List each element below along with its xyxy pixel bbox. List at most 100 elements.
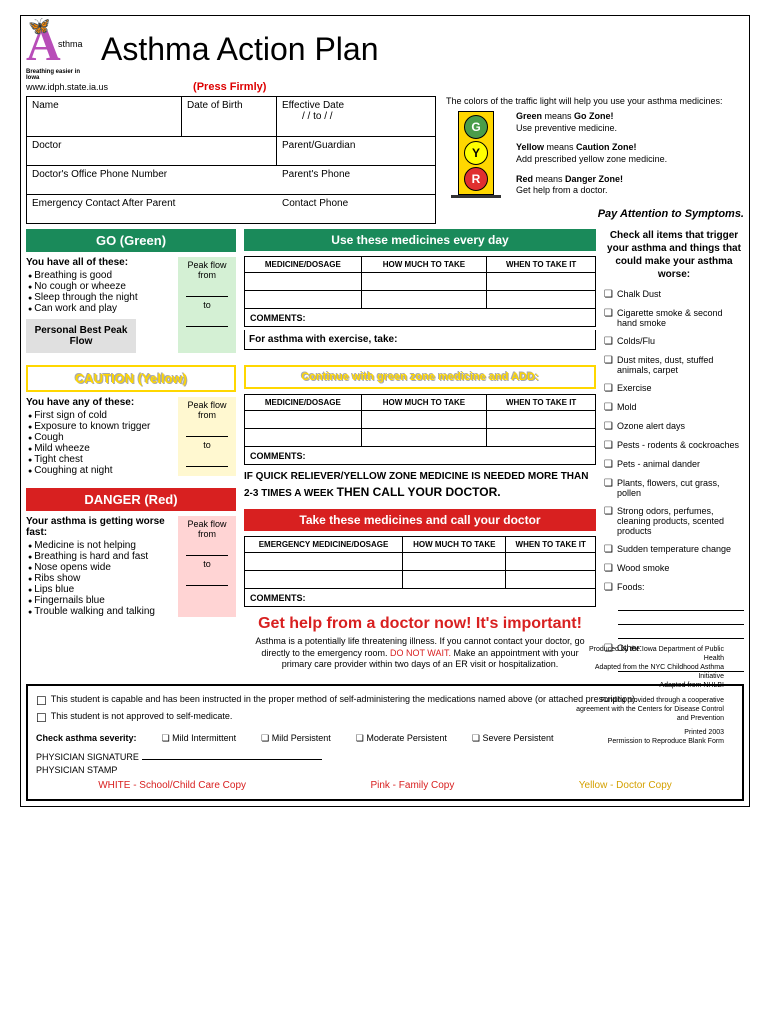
stamp-row: PHYSICIAN STAMP	[36, 765, 734, 775]
effective-format: / / to / /	[282, 111, 333, 122]
symptom-item: Coughing at night	[28, 465, 173, 476]
trigger-checkbox[interactable]: Exercise	[604, 383, 744, 394]
green-med-header: Use these medicines every day	[244, 229, 596, 251]
yellow-light: Y	[464, 141, 488, 165]
red-light: R	[464, 167, 488, 191]
trigger-checkbox[interactable]: Dust mites, dust, stuffed animals, carpe…	[604, 355, 744, 375]
severity-option[interactable]: Mild Intermittent	[162, 733, 237, 744]
trigger-checkbox[interactable]: Ozone alert days	[604, 421, 744, 432]
parent-phone-field[interactable]: Parent's Phone	[277, 166, 435, 194]
severity-option[interactable]: Mild Persistent	[261, 733, 331, 744]
symptom-item: Tight chest	[28, 454, 173, 465]
triggers-title: Check all items that trigger your asthma…	[604, 229, 744, 281]
yellow-zone-header: CAUTION (Yellow)	[26, 365, 236, 392]
trigger-checkbox[interactable]: Pests - rodents & cockroaches	[604, 440, 744, 451]
white-copy-label: WHITE - School/Child Care Copy	[98, 780, 246, 791]
yellow-symptoms: You have any of these: First sign of col…	[26, 397, 173, 476]
red-peak-box[interactable]: Peak flow from to	[178, 516, 236, 617]
zone-descriptions: Green means Go Zone!Use preventive medic…	[516, 111, 744, 205]
emergency-field[interactable]: Emergency Contact After Parent	[27, 195, 277, 223]
red-med-table[interactable]: EMERGENCY MEDICINE/DOSAGEHOW MUCH TO TAK…	[244, 536, 596, 607]
patient-info-box: Name Date of Birth Effective Date / / to…	[26, 96, 436, 224]
pink-copy-label: Pink - Family Copy	[370, 780, 454, 791]
zones-column: GO (Green) You have all of these: Breath…	[26, 229, 236, 676]
severity-label: Check asthma severity:	[36, 733, 137, 744]
press-firmly: (Press Firmly)	[193, 81, 266, 93]
exercise-note[interactable]: For asthma with exercise, take:	[244, 330, 596, 350]
pay-attention: Pay Attention to Symptoms.	[446, 208, 744, 220]
doctor-phone-field[interactable]: Doctor's Office Phone Number	[27, 166, 277, 194]
green-symptoms: You have all of these: Breathing is good…	[26, 257, 173, 353]
doctor-field[interactable]: Doctor	[27, 137, 277, 165]
personal-best-box[interactable]: Personal Best Peak Flow	[26, 319, 136, 353]
symptom-item: First sign of cold	[28, 410, 173, 421]
page-title: Asthma Action Plan	[101, 31, 378, 68]
logo-tagline: Breathing easier in Iowa	[26, 69, 86, 81]
signature-row: PHYSICIAN SIGNATURE	[36, 752, 734, 762]
green-label: Green	[516, 111, 542, 121]
trigger-blank-line[interactable]	[618, 601, 744, 611]
yellow-med-table[interactable]: MEDICINE/DOSAGEHOW MUCH TO TAKEWHEN TO T…	[244, 394, 596, 465]
trigger-blank-line[interactable]	[618, 615, 744, 625]
severity-option[interactable]: Moderate Persistent	[356, 733, 447, 744]
trigger-blank-line[interactable]	[618, 629, 744, 639]
url: www.idph.state.ia.us	[26, 82, 108, 92]
header: 🦋 A sthma Breathing easier in Iowa Asthm…	[26, 21, 744, 76]
triggers-list: Chalk Dust Cigarette smoke & second hand…	[604, 289, 744, 672]
symptom-item: Fingernails blue	[28, 595, 173, 606]
symptom-item: Trouble walking and talking	[28, 606, 173, 617]
dob-field[interactable]: Date of Birth	[182, 97, 277, 136]
main-content: GO (Green) You have all of these: Breath…	[26, 229, 744, 676]
symptom-item: Nose opens wide	[28, 562, 173, 573]
medicine-column: Use these medicines every day MEDICINE/D…	[244, 229, 596, 676]
trigger-checkbox[interactable]: Wood smoke	[604, 563, 744, 574]
trigger-checkbox[interactable]: Sudden temperature change	[604, 544, 744, 555]
guardian-field[interactable]: Parent/Guardian	[277, 137, 435, 165]
trigger-checkbox[interactable]: Foods:	[604, 582, 744, 593]
symptom-item: Exposure to known trigger	[28, 421, 173, 432]
trigger-checkbox[interactable]: Chalk Dust	[604, 289, 744, 300]
effective-label: Effective Date	[282, 100, 344, 111]
trigger-checkbox[interactable]: Colds/Flu	[604, 336, 744, 347]
trigger-checkbox[interactable]: Pets - animal dander	[604, 459, 744, 470]
trigger-checkbox[interactable]: Strong odors, perfumes, cleaning product…	[604, 506, 744, 536]
symptom-item: Sleep through the night	[28, 292, 173, 303]
logo-suffix: sthma	[58, 39, 83, 49]
bottom-section: This student is capable and has been ins…	[26, 684, 744, 801]
butterfly-icon: 🦋	[28, 16, 50, 37]
logo: 🦋 A sthma Breathing easier in Iowa	[26, 21, 86, 76]
get-help-heading: Get help from a doctor now! It's importa…	[244, 615, 596, 633]
contact-phone-field[interactable]: Contact Phone	[277, 195, 435, 223]
symptom-item: Breathing is hard and fast	[28, 551, 173, 562]
severity-option[interactable]: Severe Persistent	[472, 733, 554, 744]
credits: Produced by the Iowa Department of Publi…	[574, 645, 724, 746]
yellow-peak-box[interactable]: Peak flow from to	[178, 397, 236, 476]
effective-date-field[interactable]: Effective Date / / to / /	[277, 97, 435, 136]
traffic-intro: The colors of the traffic light will hel…	[446, 96, 744, 106]
green-peak-box[interactable]: Peak flow from to	[178, 257, 236, 353]
quick-relief-note: IF QUICK RELIEVER/YELLOW ZONE MEDICINE I…	[244, 470, 596, 501]
symptom-item: Medicine is not helping	[28, 540, 173, 551]
trigger-checkbox[interactable]: Plants, flowers, cut grass, pollen	[604, 478, 744, 498]
symptom-item: Mild wheeze	[28, 443, 173, 454]
name-field[interactable]: Name	[27, 97, 182, 136]
symptom-item: No cough or wheeze	[28, 281, 173, 292]
yellow-med-header: Continue with green zone medicine and AD…	[244, 365, 596, 389]
red-zone-header: DANGER (Red)	[26, 488, 236, 511]
help-text: Asthma is a potentially life threatening…	[244, 636, 596, 671]
yellow-copy-label: Yellow - Doctor Copy	[579, 780, 672, 791]
triggers-column: Check all items that trigger your asthma…	[604, 229, 744, 676]
traffic-light-info: The colors of the traffic light will hel…	[446, 96, 744, 224]
red-symptoms: Your asthma is getting worse fast: Medic…	[26, 516, 173, 617]
symptom-item: Lips blue	[28, 584, 173, 595]
symptom-item: Ribs show	[28, 573, 173, 584]
red-label: Red	[516, 174, 533, 184]
symptom-item: Breathing is good	[28, 270, 173, 281]
green-med-table[interactable]: MEDICINE/DOSAGEHOW MUCH TO TAKEWHEN TO T…	[244, 256, 596, 327]
yellow-label: Yellow	[516, 142, 544, 152]
trigger-checkbox[interactable]: Mold	[604, 402, 744, 413]
signature-line[interactable]	[142, 759, 322, 760]
top-section: Name Date of Birth Effective Date / / to…	[26, 96, 744, 224]
symptom-item: Cough	[28, 432, 173, 443]
trigger-checkbox[interactable]: Cigarette smoke & second hand smoke	[604, 308, 744, 328]
